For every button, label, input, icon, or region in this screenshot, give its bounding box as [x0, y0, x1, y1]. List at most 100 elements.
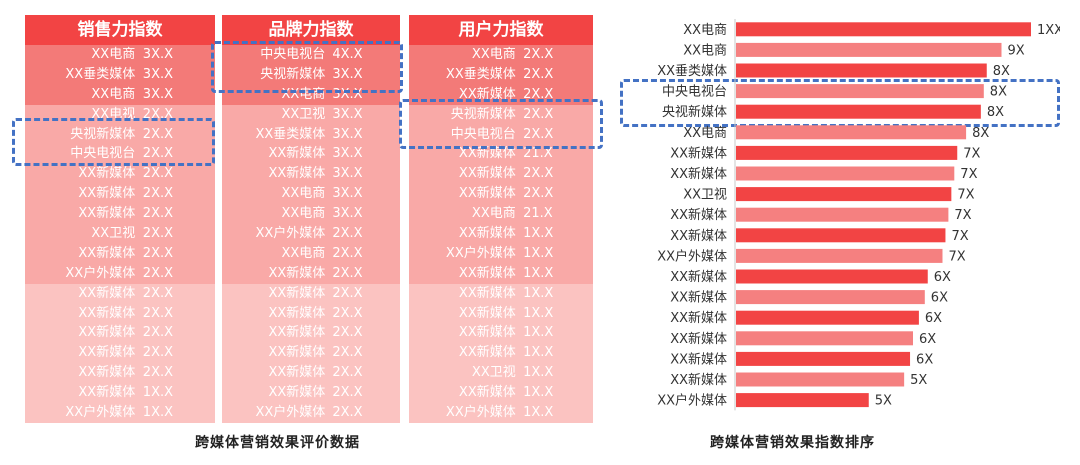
highlight-box-sales — [12, 118, 215, 166]
brand-index-panel: 品牌力指数 中央电视台 4X.X 央视新媒体 3X.X XX电商 3X.X XX卫视 3X.X… — [222, 15, 400, 423]
value-label-18: 5X — [875, 394, 892, 409]
media-name: XX户外媒体 — [65, 405, 136, 421]
media-name: XX卫视 — [281, 106, 326, 122]
value-label-4: 8X — [987, 105, 1004, 120]
table-row: XX新媒体 1X.X — [409, 263, 593, 284]
media-name: XX新媒体 — [458, 166, 516, 182]
media-name: XX电商 — [281, 186, 326, 202]
media-name: XX新媒体 — [78, 285, 136, 301]
index-value: 3X.X — [332, 106, 363, 122]
media-name: XX卫视 — [91, 226, 136, 242]
table-row: 中央电视台 2X.X — [409, 124, 593, 145]
table-row: XX卫视 1X.X — [409, 363, 593, 384]
media-name: XX新媒体 — [78, 186, 136, 202]
index-value: 3X.X — [332, 146, 363, 162]
index-value: 2X.X — [142, 345, 174, 361]
bar-17 — [736, 372, 905, 387]
index-value: 2X.X — [142, 325, 174, 341]
table-row: XX新媒体 1X.X — [25, 383, 215, 404]
bar-0 — [736, 22, 1031, 37]
index-value: 2X.X — [142, 146, 174, 162]
table-row: XX新媒体 1X.X — [409, 383, 593, 404]
caption-left: 跨媒体营销效果评价数据 — [195, 435, 360, 451]
bar-18 — [736, 393, 869, 408]
media-name: XX新媒体 — [268, 146, 326, 162]
value-label-7: 7X — [960, 167, 977, 182]
index-value: 2X.X — [142, 265, 174, 281]
index-value: 1X.X — [523, 365, 554, 381]
table-row: XX新媒体 3X.X — [222, 144, 400, 165]
index-value: 2X.X — [523, 166, 554, 182]
index-value: 2X.X — [523, 106, 554, 122]
bar-5 — [736, 125, 967, 140]
category-label-5: XX电商 — [683, 126, 727, 141]
table-row: XX新媒体 2X.X — [25, 243, 215, 264]
value-label-5: 8X — [972, 126, 989, 141]
sales-index-panel: 销售力指数 XX电商 3X.X XX垂类媒体 3X.X XX电商 3X.X XX电视 2X.X… — [25, 15, 215, 423]
category-label-2: XX垂类媒体 — [657, 64, 727, 79]
table-row: XX新媒体 2X.X — [25, 184, 215, 205]
category-label-6: XX新媒体 — [670, 145, 727, 161]
user-index-panel: 用户力指数 XX电商 2X.X XX垂类媒体 2X.X XX新媒体 2X.X 央视新媒体 2X… — [409, 15, 593, 423]
table-row: XX新媒体 2X.X — [222, 323, 400, 344]
table-row: XX户外媒体 2X.X — [222, 403, 400, 423]
table-row: XX新媒体 2X.X — [25, 323, 215, 344]
table-row: 央视新媒体 2X.X — [25, 124, 215, 145]
index-value: 3X.X — [332, 206, 363, 222]
table-row: XX垂类媒体 3X.X — [25, 64, 215, 85]
table-row: XX新媒体 1X.X — [409, 323, 593, 344]
index-value: 2X.X — [142, 285, 174, 301]
table-row: XX新媒体 2X.X — [222, 343, 400, 364]
index-value: 3X.X — [332, 66, 363, 82]
media-name: 央视新媒体 — [450, 106, 516, 122]
index-value: 2X.X — [332, 385, 363, 401]
media-name: XX户外媒体 — [445, 245, 516, 261]
media-name: XX新媒体 — [268, 365, 326, 381]
table-row: XX电商 2X.X — [222, 243, 400, 264]
brand-index-rows: 中央电视台 4X.X 央视新媒体 3X.X XX电商 3X.X XX卫视 3X.X XX垂类媒体… — [222, 45, 400, 423]
value-label-3: 8X — [990, 85, 1007, 100]
media-name: XX户外媒体 — [65, 265, 136, 281]
bar-8 — [736, 187, 952, 202]
value-label-14: 6X — [925, 311, 942, 326]
category-label-16: XX新媒体 — [670, 351, 727, 367]
media-name: XX垂类媒体 — [65, 66, 136, 82]
sales-index-rows: XX电商 3X.X XX垂类媒体 3X.X XX电商 3X.X XX电视 2X.X 央视新媒体 2… — [25, 45, 215, 423]
media-name: 央视新媒体 — [260, 66, 326, 82]
index-value: 3X.X — [142, 66, 174, 82]
index-value: 2X.X — [142, 206, 174, 222]
media-name: XX卫视 — [471, 365, 516, 381]
table-row: XX新媒体 2X.X — [409, 164, 593, 185]
table-row: XX新媒体 2X.X — [222, 363, 400, 384]
bar-1 — [736, 42, 1002, 57]
index-value: 1X.X — [142, 385, 174, 401]
value-label-12: 6X — [934, 270, 951, 285]
table-row: XX电商 3X.X — [222, 184, 400, 205]
value-label-13: 6X — [931, 291, 948, 306]
bar-15 — [736, 331, 913, 346]
media-name: XX电商 — [281, 206, 326, 222]
highlight-box-brand — [211, 41, 403, 93]
media-name: XX新媒体 — [78, 345, 136, 361]
index-value: 2X.X — [332, 345, 363, 361]
bar-12 — [736, 269, 928, 284]
table-row: XX新媒体 1X.X — [409, 283, 593, 304]
index-value: 1X.X — [523, 305, 554, 321]
media-name: XX新媒体 — [268, 265, 326, 281]
index-value: 1X.X — [523, 265, 554, 281]
table-row: XX户外媒体 1X.X — [409, 403, 593, 423]
category-label-0: XX电商 — [683, 23, 727, 38]
index-value: 2X.X — [142, 245, 174, 261]
index-value: 2X.X — [332, 265, 363, 281]
bar-7 — [736, 166, 955, 181]
category-label-8: XX卫视 — [683, 188, 727, 203]
value-label-1: 9X — [1008, 43, 1025, 58]
table-row: 中央电视台 4X.X — [222, 45, 400, 65]
table-row: XX新媒体 2X.X — [25, 283, 215, 304]
index-value: 2X.X — [332, 245, 363, 261]
media-name: XX户外媒体 — [255, 405, 326, 421]
table-row: XX新媒体 2X.X — [222, 383, 400, 404]
table-row: XX电商 3X.X — [25, 45, 215, 65]
category-label-11: XX户外媒体 — [657, 248, 727, 264]
media-name: XX新媒体 — [268, 166, 326, 182]
